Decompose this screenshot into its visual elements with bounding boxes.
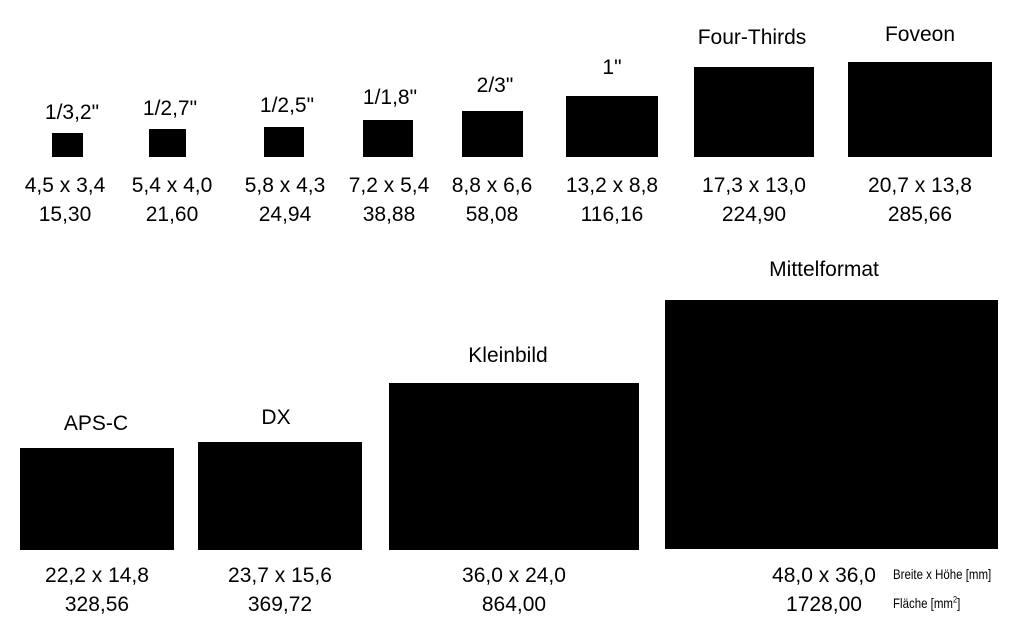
sensor-area-aps-c: 328,56 [64,593,130,616]
sensor-label-1-2-5: 1/2,5" [259,94,315,117]
sensor-dims-mittelformat: 48,0 x 36,0 [772,564,876,587]
sensor-dims-2-3: 8,8 x 6,6 [451,174,533,197]
sensor-dims-aps-c: 22,2 x 14,8 [45,564,149,587]
sensor-label-1-3-2: 1/3,2" [44,101,100,124]
sensor-area-foveon: 285,66 [887,203,953,226]
legend-area-superscript: 2 [952,594,958,605]
legend-area-prefix: Fläche [mm [893,595,953,611]
sensor-dims-1-2-7: 5,4 x 4,0 [131,174,213,197]
sensor-rect-mittelformat [665,300,998,549]
sensor-rect-aps-c [20,448,174,550]
sensor-area-1-2-7: 21,60 [145,203,199,226]
sensor-area-four-thirds: 224,90 [721,203,787,226]
sensor-rect-2-3 [462,111,523,157]
sensor-dims-1-inch: 13,2 x 8,8 [565,174,659,197]
sensor-area-1-inch: 116,16 [580,203,644,226]
sensor-label-2-3: 2/3" [476,74,514,97]
sensor-area-dx: 369,72 [247,593,313,616]
sensor-area-1-2-5: 24,94 [258,203,312,226]
sensor-dims-1-1-8: 7,2 x 5,4 [348,174,430,197]
sensor-dims-1-2-5: 5,8 x 4,3 [244,174,326,197]
sensor-label-1-2-7: 1/2,7" [142,97,198,120]
sensor-dims-four-thirds: 17,3 x 13,0 [702,174,806,197]
sensor-rect-1-2-7 [149,129,186,157]
sensor-label-1-inch: 1" [602,56,622,79]
sensor-dims-dx: 23,7 x 15,6 [228,564,332,587]
sensor-rect-1-3-2 [52,133,83,157]
sensor-area-1-1-8: 38,88 [362,203,416,226]
sensor-rect-1-2-5 [264,127,304,157]
sensor-label-four-thirds: Four-Thirds [697,26,807,49]
legend-dims-label: Breite x Höhe [mm] [893,566,992,582]
sensor-label-1-1-8: 1/1,8" [362,86,418,109]
sensor-label-dx: DX [261,406,291,429]
sensor-label-aps-c: APS-C [63,412,129,435]
sensor-area-mittelformat: 1728,00 [786,593,862,616]
sensor-area-2-3: 58,08 [465,203,519,226]
sensor-label-mittelformat: Mittelformat [769,258,879,281]
sensor-dims-1-3-2: 4,5 x 3,4 [24,174,106,197]
sensor-rect-dx [198,442,362,550]
legend-area-suffix: ] [957,595,961,611]
sensor-rect-foveon [848,62,992,157]
legend-area-label: Fläche [mm2] [893,592,960,614]
sensor-rect-kleinbild [389,383,639,550]
sensor-label-kleinbild: Kleinbild [468,344,548,367]
sensor-dims-kleinbild: 36,0 x 24,0 [462,564,566,587]
sensor-dims-foveon: 20,7 x 13,8 [868,174,972,197]
sensor-label-foveon: Foveon [884,23,956,46]
sensor-area-kleinbild: 864,00 [481,593,547,616]
sensor-rect-1-inch [566,96,658,157]
sensor-rect-four-thirds [694,67,814,157]
sensor-area-1-3-2: 15,30 [38,203,92,226]
sensor-rect-1-1-8 [363,120,413,157]
